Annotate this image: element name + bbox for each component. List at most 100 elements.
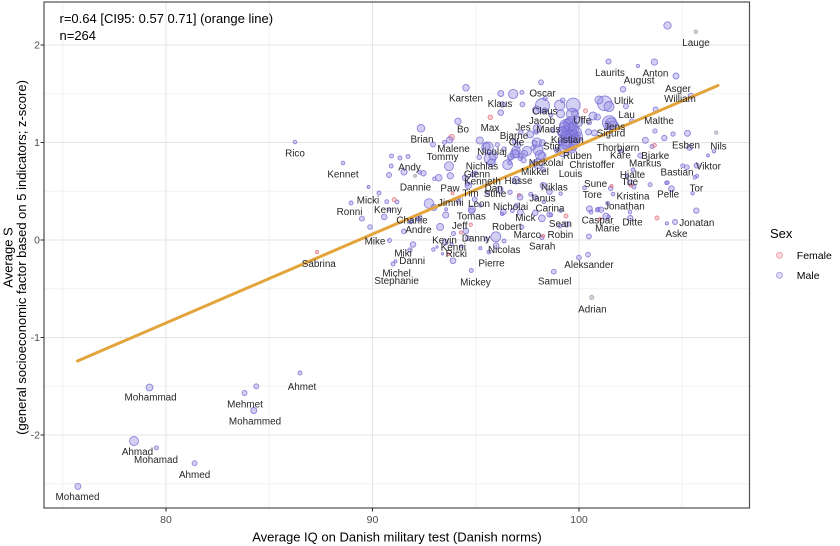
svg-text:Kenni: Kenni (441, 243, 466, 254)
svg-text:Nicolaj: Nicolaj (477, 147, 507, 158)
svg-text:Kåre: Kåre (610, 151, 631, 162)
svg-text:Mehmet: Mehmet (227, 400, 263, 411)
svg-text:Kenneth: Kenneth (464, 177, 501, 188)
svg-text:Tim: Tim (463, 189, 479, 200)
svg-text:Uffe: Uffe (573, 116, 591, 127)
svg-text:Tor: Tor (689, 184, 703, 195)
svg-text:Jonatan: Jonatan (679, 218, 714, 229)
svg-text:Brian: Brian (410, 135, 433, 146)
svg-text:Laurits: Laurits (595, 68, 625, 79)
svg-text:Kristina: Kristina (617, 192, 650, 203)
svg-text:Ahmad: Ahmad (122, 447, 153, 458)
svg-text:Mike: Mike (365, 237, 386, 248)
svg-text:Lau: Lau (618, 110, 634, 121)
svg-text:Nicholai: Nicholai (493, 202, 528, 213)
svg-text:Sabrina: Sabrina (302, 259, 337, 270)
svg-text:Jens: Jens (604, 122, 625, 133)
svg-text:Mohammad: Mohammad (125, 392, 177, 403)
svg-text:Klaus: Klaus (488, 99, 513, 110)
svg-text:90: 90 (367, 514, 379, 526)
svg-text:Lauge: Lauge (682, 38, 710, 49)
svg-text:Mohamed: Mohamed (56, 492, 100, 503)
svg-text:Asger: Asger (665, 84, 692, 95)
svg-text:Janus: Janus (529, 194, 555, 205)
svg-text:Ditte: Ditte (622, 217, 643, 228)
svg-text:Stig: Stig (543, 142, 560, 153)
svg-text:Tommy: Tommy (427, 152, 459, 163)
svg-text:Mick: Mick (515, 213, 535, 224)
svg-text:100: 100 (570, 514, 588, 526)
svg-text:Louis: Louis (559, 169, 583, 180)
svg-text:Christoffer: Christoffer (569, 160, 615, 171)
svg-text:Hjalte: Hjalte (620, 170, 646, 181)
svg-text:Average IQ on Danish military: Average IQ on Danish military test (Dani… (252, 530, 541, 545)
svg-text:Malene: Malene (437, 144, 470, 155)
svg-text:Nickolai: Nickolai (529, 158, 564, 169)
svg-text:Male: Male (797, 270, 820, 282)
svg-text:Robin: Robin (547, 230, 573, 241)
svg-text:Ulrik: Ulrik (614, 96, 634, 107)
svg-text:80: 80 (160, 514, 172, 526)
svg-text:Dannie: Dannie (400, 183, 432, 194)
svg-text:Adrian: Adrian (578, 304, 607, 315)
svg-text:Mohammed: Mohammed (229, 417, 281, 428)
svg-text:-1: -1 (31, 332, 40, 344)
svg-text:Mikkel: Mikkel (521, 167, 549, 178)
svg-text:Carina: Carina (535, 204, 565, 215)
svg-text:Pelle: Pelle (657, 189, 679, 200)
svg-text:Paw: Paw (440, 184, 460, 195)
svg-text:Bjarne: Bjarne (500, 131, 529, 142)
svg-text:Samuel: Samuel (538, 277, 571, 288)
svg-text:Jeff: Jeff (452, 221, 468, 232)
svg-text:Andy: Andy (398, 163, 421, 174)
svg-text:(general socioeconomic factor: (general socioeconomic factor based on 5… (14, 80, 29, 435)
svg-text:Nicolas: Nicolas (488, 245, 520, 256)
svg-text:Ruben: Ruben (563, 151, 592, 162)
svg-text:Sex: Sex (770, 226, 793, 241)
svg-text:Kenny: Kenny (374, 205, 402, 216)
svg-text:Caspar: Caspar (582, 216, 615, 227)
svg-text:Sarah: Sarah (529, 241, 555, 252)
svg-text:Anton: Anton (643, 69, 669, 80)
svg-text:Tue: Tue (621, 177, 638, 188)
svg-text:Sune: Sune (584, 179, 608, 190)
svg-text:Max: Max (481, 123, 500, 134)
svg-text:Nichlas: Nichlas (466, 162, 498, 173)
svg-text:Jimmi: Jimmi (438, 198, 464, 209)
svg-text:Danni: Danni (399, 256, 425, 267)
svg-text:-2: -2 (31, 430, 40, 442)
svg-text:Karsten: Karsten (449, 94, 483, 105)
svg-text:Kristian: Kristian (551, 135, 584, 146)
svg-text:Ahmed: Ahmed (179, 470, 210, 481)
svg-text:Jacob: Jacob (529, 116, 556, 127)
svg-text:Aske: Aske (666, 229, 688, 240)
svg-text:Average S: Average S (1, 227, 16, 288)
svg-text:Tomas: Tomas (457, 212, 486, 223)
svg-text:0: 0 (34, 235, 40, 247)
svg-text:Ronni: Ronni (337, 207, 363, 218)
svg-text:Esben: Esben (672, 141, 700, 152)
svg-text:Bjarke: Bjarke (641, 151, 669, 162)
svg-text:Miki: Miki (394, 248, 412, 259)
svg-text:Sigurd: Sigurd (597, 129, 626, 140)
svg-text:Michel: Michel (382, 268, 411, 279)
svg-text:Jonathan: Jonathan (604, 202, 645, 213)
svg-text:William: William (664, 94, 696, 105)
svg-text:Marie: Marie (595, 224, 620, 235)
svg-text:Ahmet: Ahmet (288, 382, 317, 393)
svg-text:Nils: Nils (710, 142, 727, 153)
svg-text:August: August (624, 76, 655, 87)
svg-text:Jes: Jes (515, 123, 530, 134)
svg-text:Mohamad: Mohamad (134, 455, 178, 466)
svg-text:Female: Female (797, 250, 832, 262)
svg-text:Kevin: Kevin (432, 235, 457, 246)
svg-text:Marco: Marco (514, 230, 542, 241)
svg-text:Charlie: Charlie (396, 216, 428, 227)
svg-text:Markus: Markus (629, 159, 661, 170)
svg-text:Aleksander: Aleksander (564, 260, 614, 271)
svg-text:Malthe: Malthe (644, 116, 674, 127)
svg-text:Oscar: Oscar (529, 89, 556, 100)
svg-text:n=264: n=264 (60, 28, 97, 43)
svg-text:Mickey: Mickey (460, 278, 491, 289)
svg-text:Danny: Danny (462, 234, 491, 245)
